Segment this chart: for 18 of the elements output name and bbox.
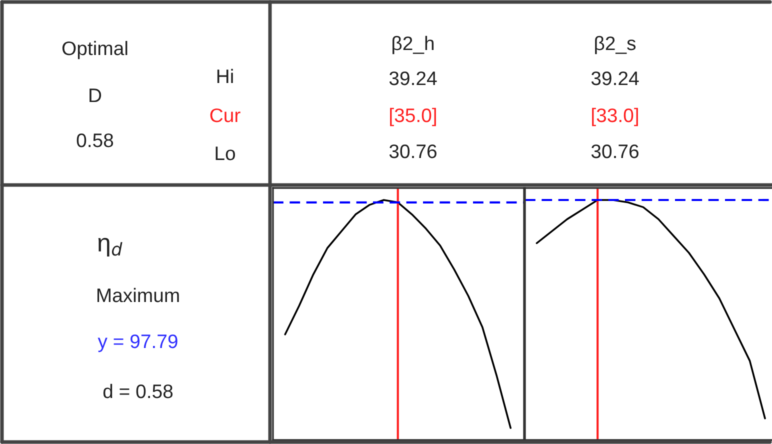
text: 39.24 — [389, 71, 437, 86]
text: Optimal — [62, 40, 128, 60]
text: Cur — [210, 108, 240, 122]
text: Maximum — [97, 288, 179, 302]
chart-title: β2_h — [392, 36, 434, 54]
text: d = 0.58 — [103, 384, 173, 398]
text: Lo — [216, 146, 235, 160]
text: η$_{d}$ — [98, 238, 122, 257]
text: 30.76 — [591, 144, 638, 158]
text: D — [90, 88, 102, 102]
text: 30.76 — [389, 144, 436, 158]
text: [33.0] — [592, 108, 638, 126]
text: Hi — [217, 68, 233, 84]
text: 39.24 — [591, 71, 639, 86]
text: y = 97.79 — [98, 334, 178, 352]
text: 0.58 — [76, 133, 114, 148]
text: [35.0] — [390, 108, 436, 126]
chart-title: β2_s — [595, 36, 636, 54]
